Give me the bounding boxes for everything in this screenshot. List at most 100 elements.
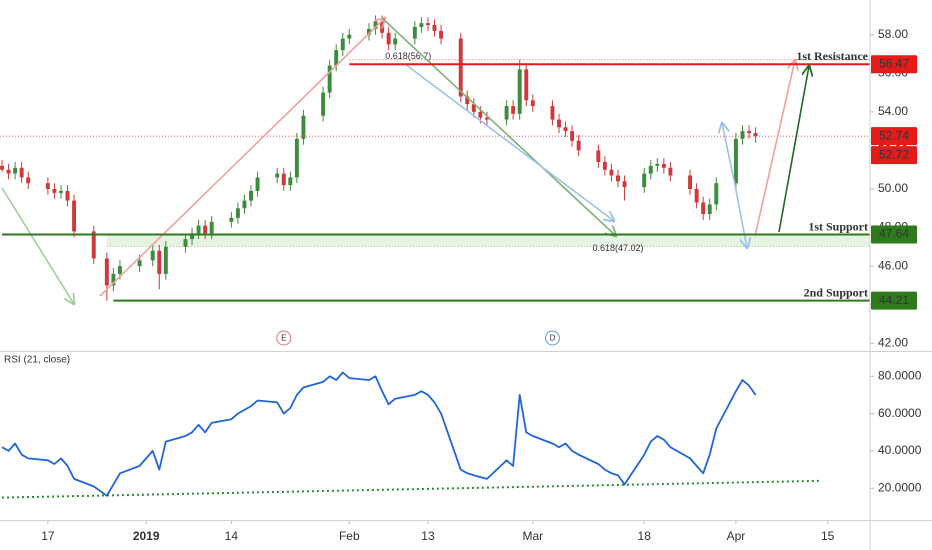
- rsi-tick-label: 20.0000: [878, 480, 922, 494]
- candle-body: [432, 25, 437, 31]
- candle-body: [26, 177, 31, 184]
- level-label: 1st Support: [808, 219, 868, 233]
- candle-body: [570, 131, 575, 141]
- level-label: 1st Resistance: [796, 49, 868, 63]
- rsi-trendline: [1, 479, 822, 499]
- event-label: D: [550, 334, 556, 343]
- candle-body: [648, 165, 653, 174]
- overlay: 17201914Feb13Mar18Apr1542.0044.0046.0048…: [1, 27, 922, 543]
- arrow: [722, 123, 736, 186]
- candle-body: [550, 106, 555, 120]
- candle-body: [707, 204, 712, 215]
- candle-body: [484, 117, 489, 120]
- candle-body: [327, 65, 332, 93]
- rsi-title: RSI (21, close): [4, 355, 70, 366]
- candle-body: [471, 104, 476, 112]
- candle-body: [688, 175, 693, 189]
- candle-body: [229, 217, 234, 222]
- candle-body: [412, 27, 417, 39]
- y-tick-label: 46.00: [878, 258, 908, 272]
- candle-body: [111, 273, 116, 286]
- candle-body: [190, 233, 195, 240]
- candle-body: [255, 177, 260, 191]
- candle-body: [104, 258, 109, 286]
- price-badge: [871, 225, 917, 244]
- x-tick-label: 2019: [133, 529, 160, 543]
- arrow: [734, 184, 747, 248]
- fib-label: 0.618(47.02): [592, 243, 643, 253]
- price-badge-label: 52.74: [879, 128, 909, 142]
- candle-body: [602, 162, 607, 170]
- candle-body: [249, 190, 253, 201]
- candle-body: [393, 38, 398, 45]
- candle-body: [367, 28, 371, 35]
- candle-body: [668, 167, 673, 176]
- candle-body: [517, 69, 522, 114]
- candle-body: [288, 177, 293, 186]
- y-tick-label: 50.00: [878, 181, 908, 195]
- candle-body: [209, 221, 214, 234]
- event-marker: [276, 330, 292, 346]
- candle-body: [183, 239, 188, 247]
- x-tick-label: 14: [225, 529, 239, 543]
- candle-body: [281, 173, 286, 186]
- candle-body: [347, 34, 352, 39]
- price-badge: [871, 55, 917, 74]
- y-tick-label: 54.00: [878, 104, 908, 118]
- price-badge: [871, 146, 917, 165]
- candle-body: [72, 200, 77, 232]
- candle-body: [45, 183, 50, 189]
- rsi-tick-label: 80.0000: [878, 368, 922, 382]
- candle-body: [642, 173, 647, 188]
- x-tick-label: 17: [41, 529, 55, 543]
- candle-body: [661, 163, 666, 168]
- arrow: [99, 18, 385, 297]
- candle-body: [386, 32, 391, 45]
- rsi-tick-label: 60.0000: [878, 406, 922, 420]
- candle-body: [52, 189, 57, 193]
- drawings: [1, 18, 809, 304]
- candle-body: [419, 23, 424, 27]
- candle-body: [301, 115, 306, 139]
- candle-body: [13, 167, 18, 174]
- candle-body: [504, 106, 509, 120]
- event-label: E: [281, 334, 286, 343]
- candle-body: [478, 111, 483, 118]
- arrow: [778, 66, 809, 233]
- x-tick-label: 13: [421, 529, 435, 543]
- candle-body: [340, 38, 345, 51]
- price-badge-label: 47.64: [879, 227, 909, 241]
- y-tick-label: 42.00: [878, 335, 908, 349]
- arrow: [1, 187, 74, 304]
- candle-body: [753, 133, 758, 137]
- rsi-line: [1, 371, 757, 497]
- candle-body: [321, 92, 326, 116]
- candle-body: [150, 250, 155, 261]
- candle-body: [59, 190, 63, 193]
- candle-body: [163, 246, 168, 274]
- candle-body: [334, 50, 339, 66]
- candle-body: [6, 169, 11, 174]
- candle-body: [235, 208, 240, 218]
- candle-body: [117, 266, 122, 274]
- candle-body: [203, 225, 208, 234]
- candle-body: [714, 183, 719, 205]
- arrow: [754, 60, 795, 237]
- price-badge: [871, 127, 917, 146]
- candle-body: [275, 173, 280, 178]
- candle-body: [563, 127, 568, 132]
- candle-body: [439, 30, 444, 39]
- event-marker: [544, 330, 560, 346]
- rsi-tick-label: 40.0000: [878, 443, 922, 457]
- candle-body: [557, 119, 561, 128]
- candle-body: [157, 250, 162, 274]
- price-badge: [871, 291, 917, 310]
- candle-body: [694, 189, 699, 203]
- price-badge-label: 44.21: [879, 293, 909, 307]
- candle-body: [701, 202, 706, 215]
- candle-body: [242, 200, 247, 209]
- candle-body: [747, 131, 752, 134]
- x-tick-label: Mar: [522, 529, 543, 543]
